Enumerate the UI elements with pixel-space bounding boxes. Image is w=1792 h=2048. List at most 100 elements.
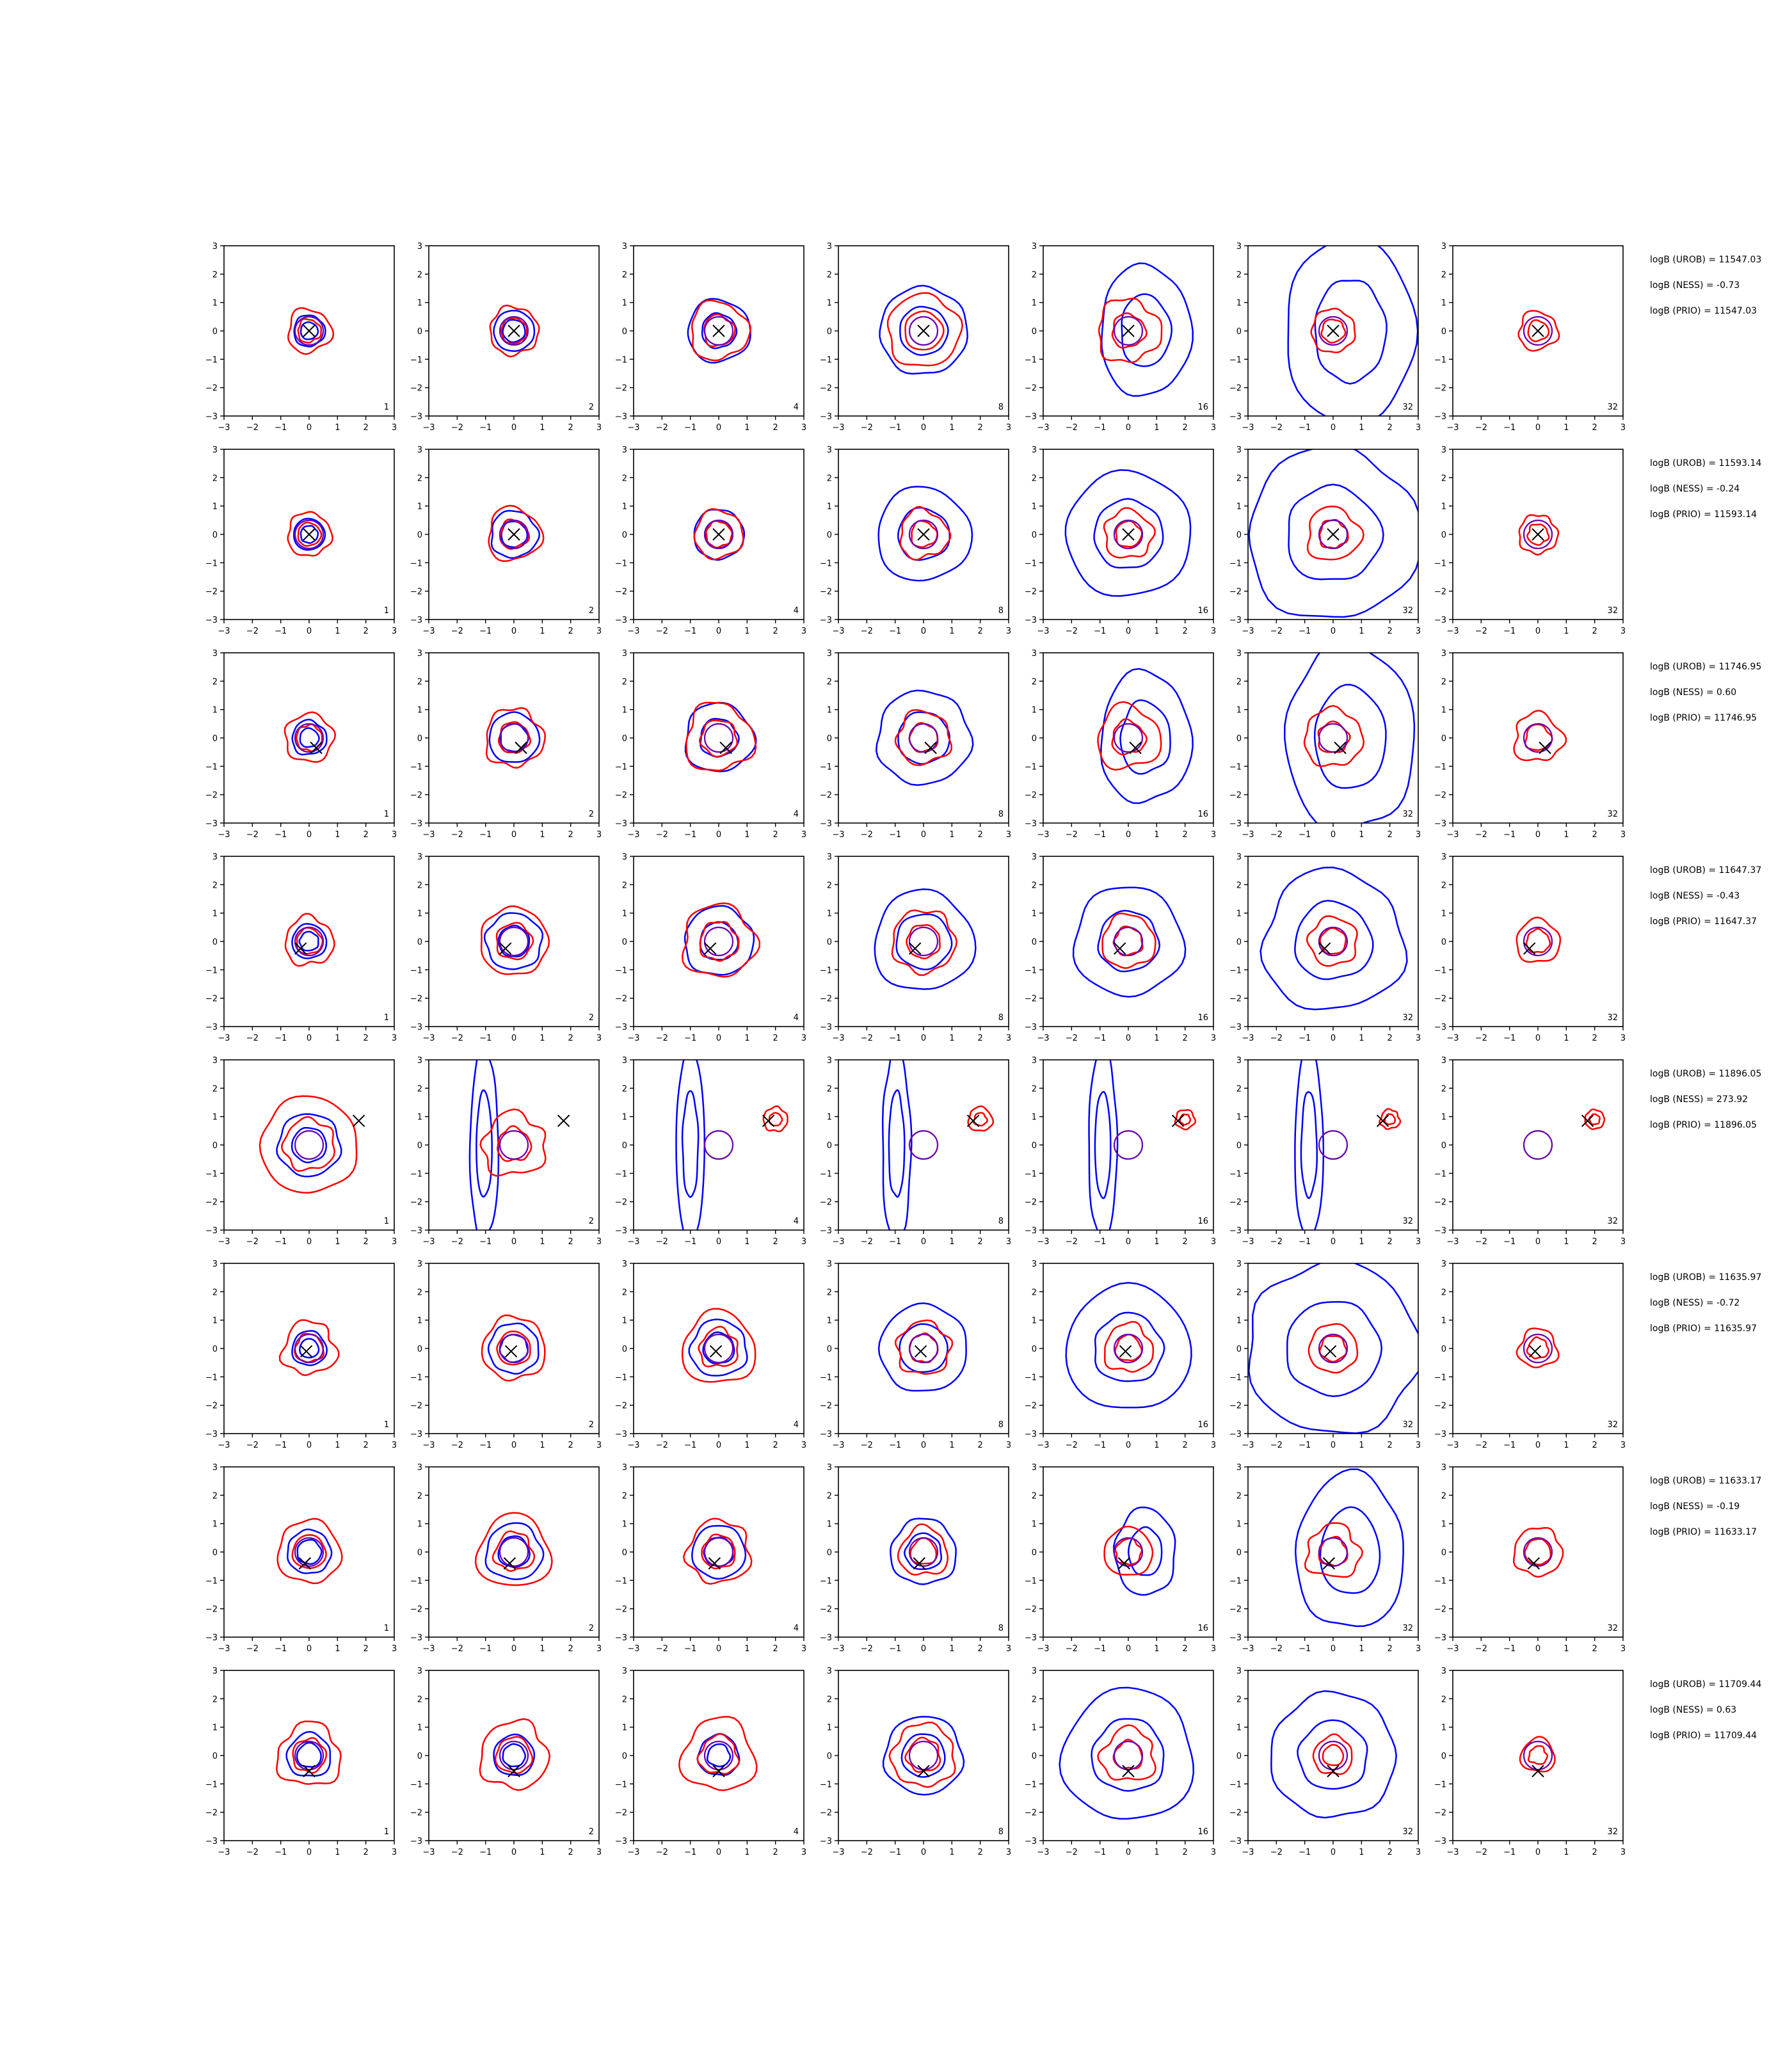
- x-tick-label: −1: [1094, 423, 1106, 433]
- axes-frame: [1452, 1670, 1624, 1841]
- x-tick-label: 1: [540, 423, 545, 433]
- red-contour-outer: [899, 506, 952, 561]
- red-contour-outer: [1306, 915, 1358, 967]
- x-tick-label: −3: [422, 1848, 435, 1857]
- blue-contour-inner: [296, 1741, 322, 1768]
- subplot-r3-c7: −3−3 −2 −2 −1 −1 0 0 1 1 2 2 3 3 32: [1434, 649, 1626, 840]
- y-tick-label: −1: [410, 762, 422, 772]
- contour-area: [1518, 514, 1560, 556]
- blue-contour-inner: [502, 1743, 527, 1768]
- y-tick-label: 0: [212, 1345, 218, 1354]
- x-tick-label: −1: [889, 1848, 901, 1857]
- y-tick-label: −3: [410, 1226, 422, 1236]
- x-tick-label: 2: [364, 1848, 369, 1857]
- y-tick-label: −1: [1434, 1169, 1446, 1179]
- y-tick-label: 0: [622, 327, 627, 337]
- x-tick-label: −3: [627, 1237, 639, 1247]
- column-number-label: 8: [998, 403, 1004, 412]
- y-tick-label: −1: [410, 1169, 422, 1179]
- subplot-r4-c5: −3−3 −2 −2 −1 −1 0 0 1 1 2 2 3 3 16: [1025, 852, 1216, 1043]
- x-tick-label: −2: [246, 1848, 259, 1857]
- x-tick-label: 3: [1006, 627, 1011, 636]
- center-ring: [1523, 1537, 1553, 1567]
- blue-contour-inner: [298, 931, 319, 952]
- red-contour-outer: [275, 1720, 342, 1785]
- true-value-marker: [1318, 942, 1331, 955]
- x-tick-label: 1: [744, 830, 749, 840]
- x-tick-label: 0: [1331, 423, 1336, 433]
- y-tick-label: 0: [1032, 531, 1037, 540]
- x-tick-label: 2: [364, 1644, 369, 1654]
- y-tick-label: 2: [1236, 1288, 1242, 1297]
- y-tick-label: −2: [205, 995, 218, 1004]
- y-tick-label: −3: [410, 1023, 422, 1032]
- x-tick-label: 0: [511, 627, 516, 636]
- x-tick-label: 3: [1416, 627, 1421, 636]
- center-ring: [908, 926, 939, 957]
- x-tick-label: 2: [1183, 1441, 1188, 1450]
- blue-contour-outer: [1065, 1282, 1192, 1409]
- contour-area: [479, 1718, 551, 1791]
- x-tick-label: 2: [364, 830, 369, 840]
- x-tick-label: 0: [1535, 1034, 1540, 1043]
- x-tick-label: −1: [1503, 1441, 1516, 1450]
- x-tick-label: 3: [1416, 830, 1421, 840]
- x-tick-label: 2: [568, 1034, 573, 1043]
- subplot-r8-c4: −3−3 −2 −2 −1 −1 0 0 1 1 2 2 3 3 8: [820, 1667, 1011, 1857]
- center-ring: [908, 519, 939, 550]
- red-contour-outer: [693, 508, 744, 561]
- x-tick-label: 2: [773, 830, 778, 840]
- subplot-r6-c3: −3−3 −2 −2 −1 −1 0 0 1 1 2 2 3 3 4: [615, 1260, 806, 1450]
- x-tick-label: 1: [949, 1237, 954, 1247]
- y-tick-label: −1: [1434, 1576, 1446, 1586]
- x-tick-label: 3: [1211, 1644, 1216, 1654]
- true-value-marker: [762, 1114, 775, 1128]
- red-contour-inner: [1525, 927, 1551, 954]
- logb-annotation: logB (NESS) = -0.19: [1650, 1501, 1740, 1512]
- axes-frame: [838, 1670, 1009, 1841]
- contour-area: [276, 1517, 343, 1585]
- y-tick-label: 0: [1441, 938, 1446, 947]
- x-tick-label: −1: [275, 1034, 287, 1043]
- x-tick-label: −1: [275, 1848, 287, 1857]
- axes-frame: [223, 856, 395, 1027]
- y-tick-label: 1: [1441, 1113, 1446, 1123]
- x-tick-label: −2: [246, 830, 259, 840]
- y-tick-label: 2: [417, 1491, 422, 1501]
- subplot-r7-c5: −3−3 −2 −2 −1 −1 0 0 1 1 2 2 3 3 16: [1025, 1463, 1216, 1654]
- column-number-label: 32: [1607, 1827, 1618, 1837]
- logb-annotation: logB (UROB) = 11709.44: [1650, 1679, 1761, 1690]
- y-tick-label: 0: [827, 938, 832, 947]
- y-tick-label: 3: [1441, 852, 1446, 862]
- y-tick-label: 2: [212, 881, 218, 890]
- center-ring: [499, 1130, 529, 1160]
- x-tick-label: −2: [451, 1848, 463, 1857]
- column-number-label: 32: [1607, 1217, 1618, 1226]
- center-ring: [1113, 723, 1144, 753]
- red-contour-outer: [1103, 507, 1156, 559]
- x-tick-label: 0: [1331, 1034, 1336, 1043]
- center-ring: [1523, 926, 1553, 957]
- x-tick-label: 2: [773, 1644, 778, 1654]
- x-tick-label: 1: [1564, 1237, 1569, 1247]
- x-tick-label: 2: [568, 1441, 573, 1450]
- x-tick-label: −1: [275, 423, 287, 433]
- true-value-marker: [300, 1345, 313, 1358]
- y-tick-label: −3: [205, 1226, 218, 1236]
- x-tick-label: 3: [801, 423, 806, 433]
- x-tick-label: 2: [773, 1237, 778, 1247]
- subplot-r2-c7: −3−3 −2 −2 −1 −1 0 0 1 1 2 2 3 3 32: [1434, 445, 1626, 636]
- red-contour-outer: [897, 1523, 949, 1576]
- y-tick-label: 2: [417, 1695, 422, 1704]
- y-tick-label: −1: [410, 559, 422, 568]
- true-value-marker: [1117, 1557, 1131, 1570]
- y-tick-label: 3: [827, 649, 832, 659]
- x-tick-label: −1: [684, 627, 696, 636]
- contour-area: [1294, 1468, 1404, 1628]
- x-tick-label: 2: [568, 1237, 573, 1247]
- x-tick-label: 3: [801, 1034, 806, 1043]
- blue-contour-outer: [1260, 867, 1408, 1011]
- y-tick-label: 1: [1236, 909, 1242, 919]
- y-tick-label: 0: [417, 1345, 422, 1354]
- x-tick-label: −3: [1037, 1644, 1049, 1654]
